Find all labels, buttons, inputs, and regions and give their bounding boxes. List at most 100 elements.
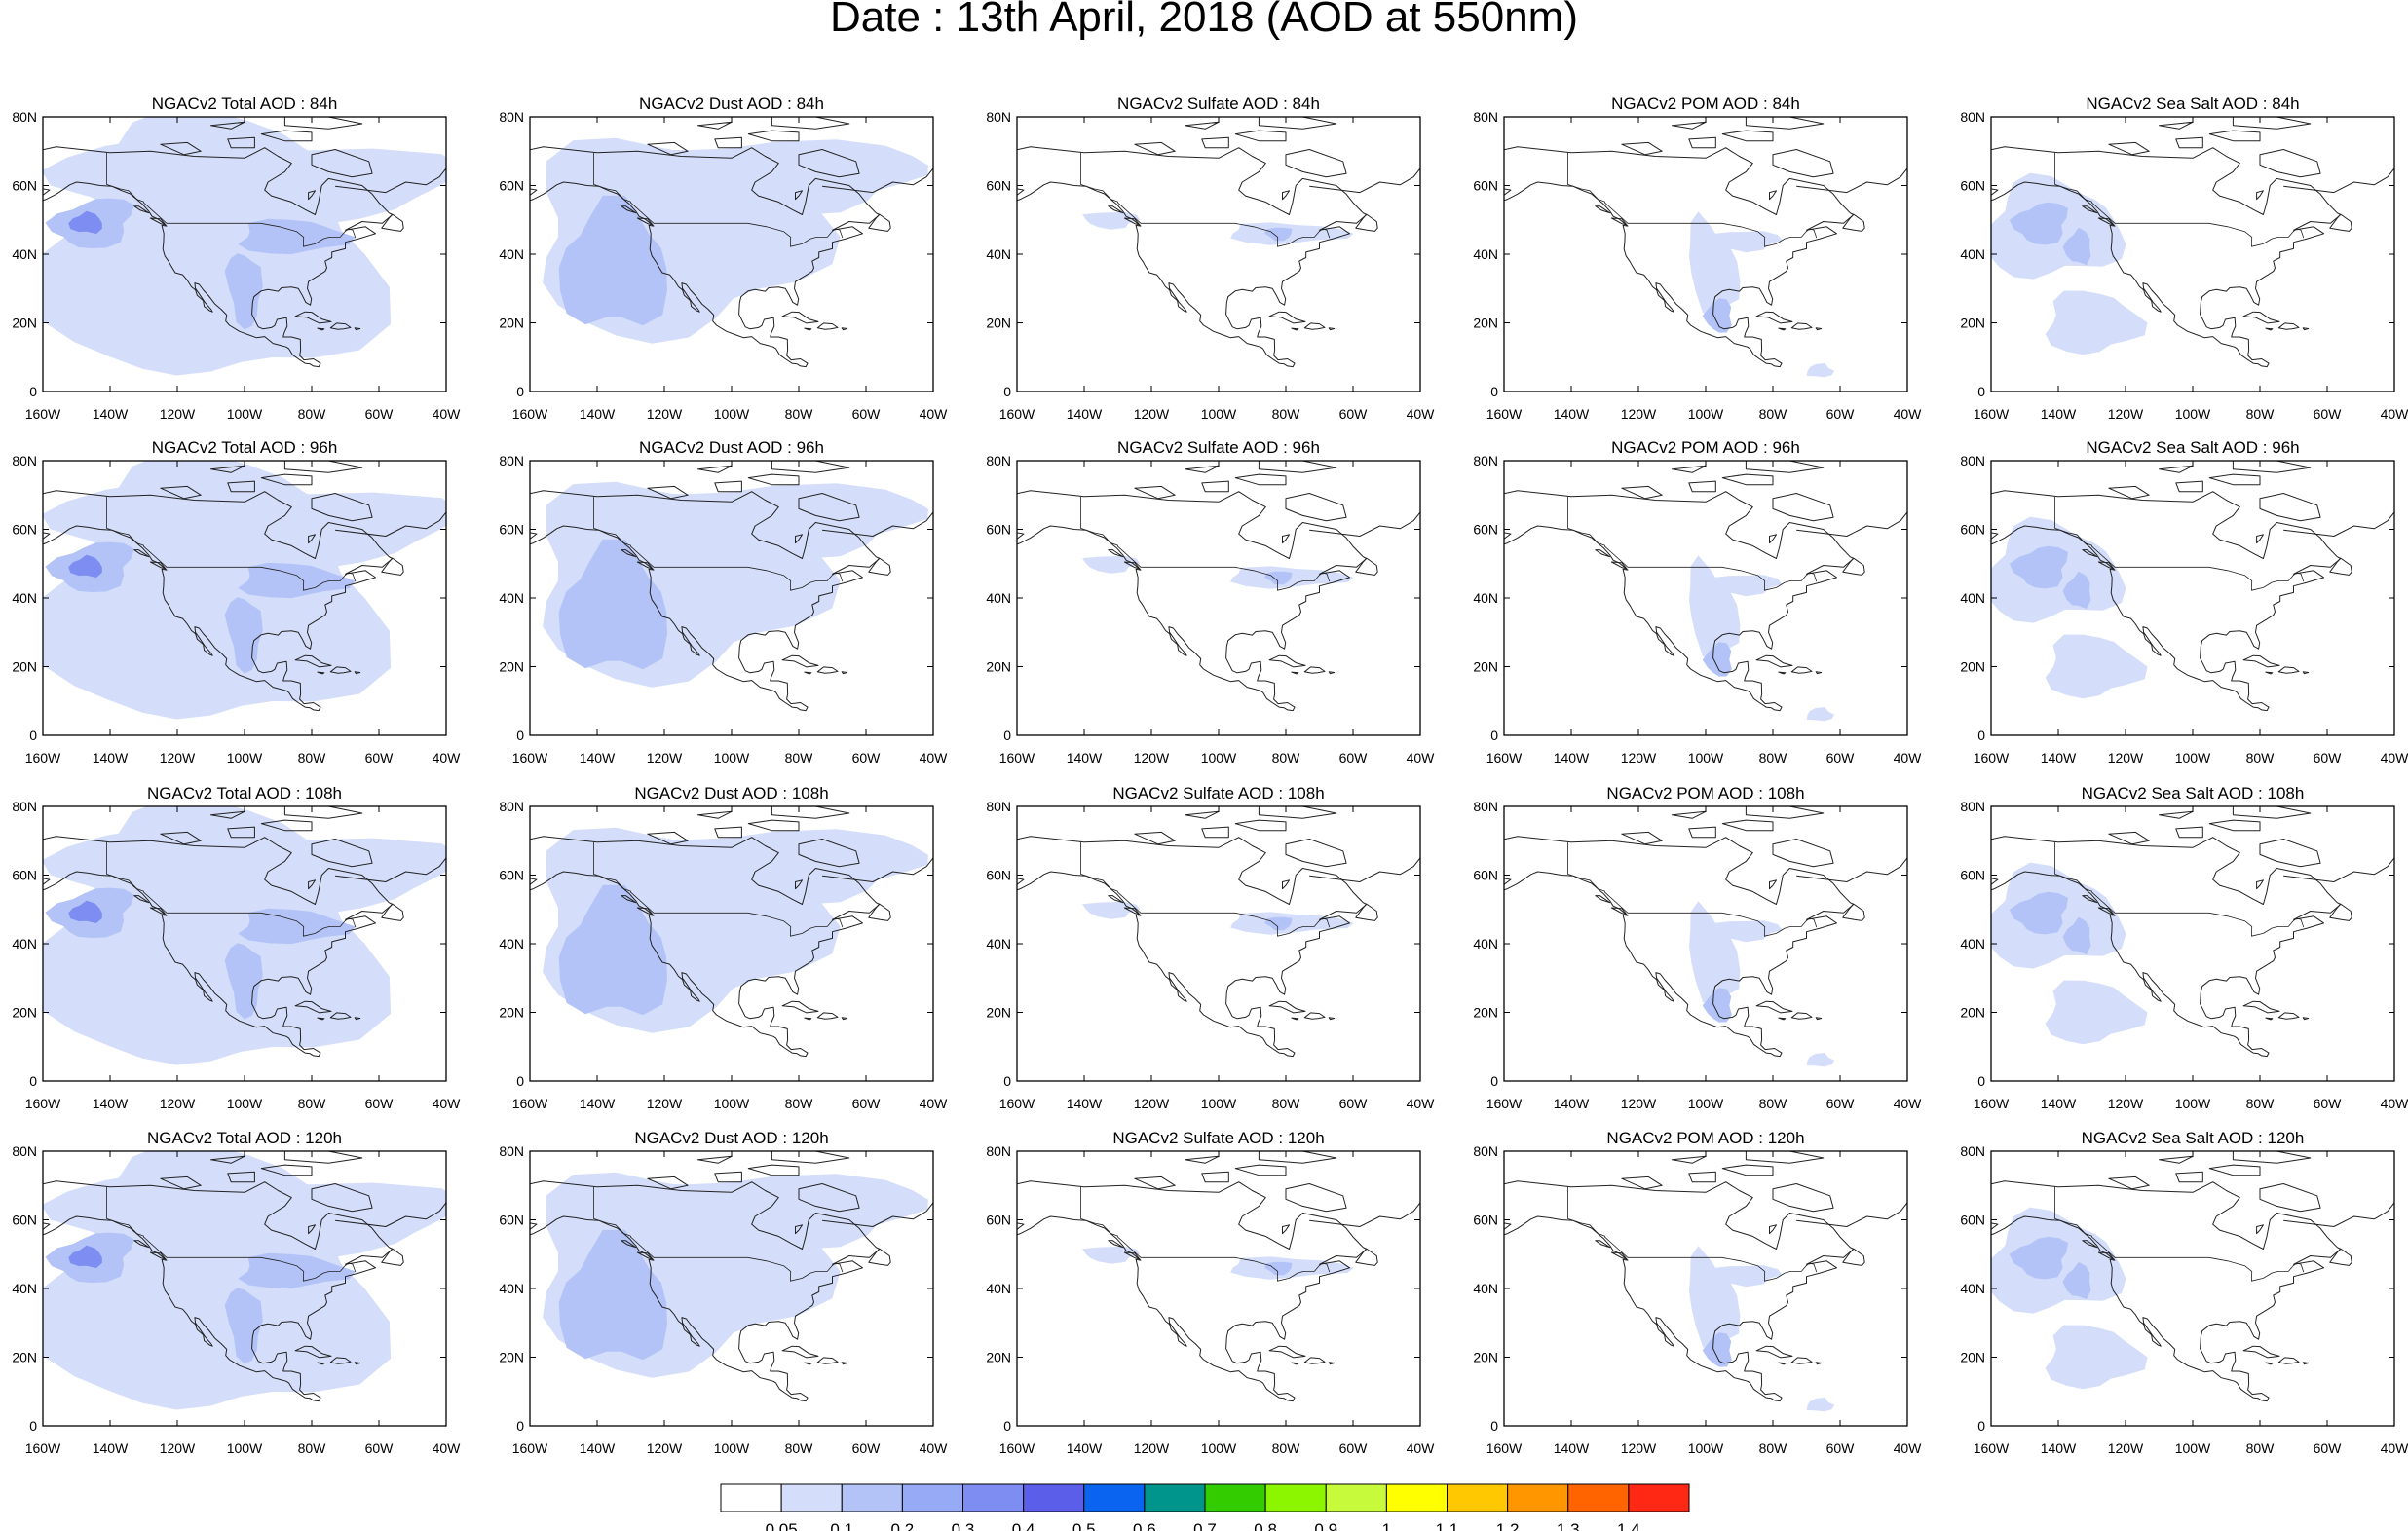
island (308, 1224, 316, 1235)
island (1285, 839, 1347, 868)
island (1621, 831, 1663, 845)
lon-label: 40W (433, 1096, 462, 1111)
figure-title: Date : 13th April, 2018 (AOD at 550nm) (830, 0, 1578, 41)
island (210, 1155, 245, 1164)
island (1268, 654, 1306, 668)
lon-label: 100W (1688, 1096, 1724, 1111)
island (2208, 130, 2261, 142)
island (1123, 907, 1141, 915)
lat-label: 20N (986, 659, 1011, 675)
lat-label: 40N (499, 590, 524, 606)
coastlines (43, 461, 446, 712)
aod-contour (2062, 227, 2091, 266)
aod-shading (1991, 516, 2148, 699)
island (1328, 327, 1336, 331)
lon-label: 160W (25, 750, 61, 766)
island (311, 1183, 373, 1213)
lon-label: 100W (1201, 1096, 1237, 1111)
lat-label: 80N (1473, 1143, 1498, 1159)
island (1355, 903, 1378, 921)
island (2159, 465, 2194, 473)
lat-label: 0 (29, 1073, 37, 1089)
lon-label: 60W (2314, 750, 2343, 766)
aod-contour (1702, 642, 1732, 677)
lat-label: 20N (1473, 1350, 1498, 1365)
lat-label: 60N (499, 868, 524, 883)
aod-shading (43, 117, 446, 376)
lon-label: 100W (227, 1440, 263, 1456)
colorbar-swatch (1083, 1483, 1146, 1512)
coastlines (1504, 1151, 1907, 1402)
map-panel: NGACv2 POM AOD : 120h 80N 60N 40N 20N 0 160W 14… (1473, 1129, 1922, 1456)
island (841, 327, 848, 331)
map-panel: NGACv2 POM AOD : 96h 80N 60N 40N 20N 0 160W 140… (1473, 438, 1922, 766)
island (1303, 666, 1326, 674)
lat-label: 40N (499, 936, 524, 952)
lon-label: 120W (160, 1096, 196, 1111)
coastline (1017, 1180, 1368, 1402)
island (1755, 1000, 1793, 1014)
lat-label: 80N (1473, 109, 1498, 125)
colorbar-label: 0.5 (1072, 1520, 1096, 1531)
lat-label: 80N (499, 109, 524, 125)
coastlines (43, 806, 446, 1058)
island (283, 461, 363, 473)
aod-contour (558, 1229, 667, 1361)
island (1303, 1357, 1326, 1364)
island (1185, 121, 1220, 130)
lat-label: 20N (1473, 1005, 1498, 1021)
colorbar-swatch (1628, 1483, 1690, 1512)
lat-label: 40N (1960, 246, 1985, 262)
island (795, 1224, 803, 1235)
lon-label: 60W (1826, 1096, 1856, 1111)
island (2159, 810, 2194, 819)
lon-label: 60W (1339, 406, 1369, 422)
country-border (106, 1186, 357, 1282)
lat-label: 80N (1473, 799, 1498, 814)
aod-contour (68, 554, 102, 578)
island (2256, 534, 2264, 544)
aod-contour (2062, 1261, 2091, 1300)
island (227, 136, 255, 149)
map-panel: NGACv2 Dust AOD : 120h 80N 60N 40N 20N 0 160W 1… (499, 1129, 948, 1456)
lon-label: 100W (227, 1096, 263, 1111)
lon-label: 100W (227, 750, 263, 766)
panel-title: NGACv2 Total AOD : 120h (147, 1129, 342, 1147)
lon-label: 160W (999, 1440, 1035, 1456)
lat-label: 60N (12, 868, 37, 883)
country-border (593, 496, 844, 591)
country-border (2054, 841, 2305, 937)
lon-label: 60W (1826, 1440, 1856, 1456)
island (798, 149, 860, 178)
lat-label: 0 (1490, 1073, 1498, 1089)
coastline (1504, 490, 1855, 712)
lon-label: 140W (1554, 1440, 1590, 1456)
island (149, 1251, 167, 1260)
aod-shading (543, 1172, 928, 1378)
lon-label: 140W (1067, 406, 1103, 422)
island (747, 130, 800, 142)
lon-label: 80W (298, 1440, 327, 1456)
island (260, 473, 313, 486)
island (747, 473, 800, 486)
lon-label: 60W (852, 1096, 882, 1111)
colorbar-label: 0.4 (1012, 1520, 1035, 1531)
map-panel: NGACv2 Total AOD : 108h 80N 60N 40N 20N 0 160W… (12, 784, 462, 1111)
coastline (1504, 146, 1855, 368)
aod-contour (1082, 211, 1141, 230)
island (1769, 879, 1777, 890)
island (317, 1017, 325, 1021)
island (647, 831, 689, 845)
lon-label: 140W (580, 1440, 616, 1456)
island (2277, 666, 2300, 674)
island (1721, 819, 1774, 832)
island (1185, 465, 1220, 473)
island (1778, 1017, 1787, 1021)
lon-label: 160W (25, 1440, 61, 1456)
lat-label: 60N (499, 178, 524, 194)
coastline (335, 1202, 446, 1227)
lon-label: 100W (1201, 750, 1237, 766)
island (1621, 1176, 1663, 1190)
island (2232, 806, 2312, 819)
island (294, 1345, 332, 1359)
